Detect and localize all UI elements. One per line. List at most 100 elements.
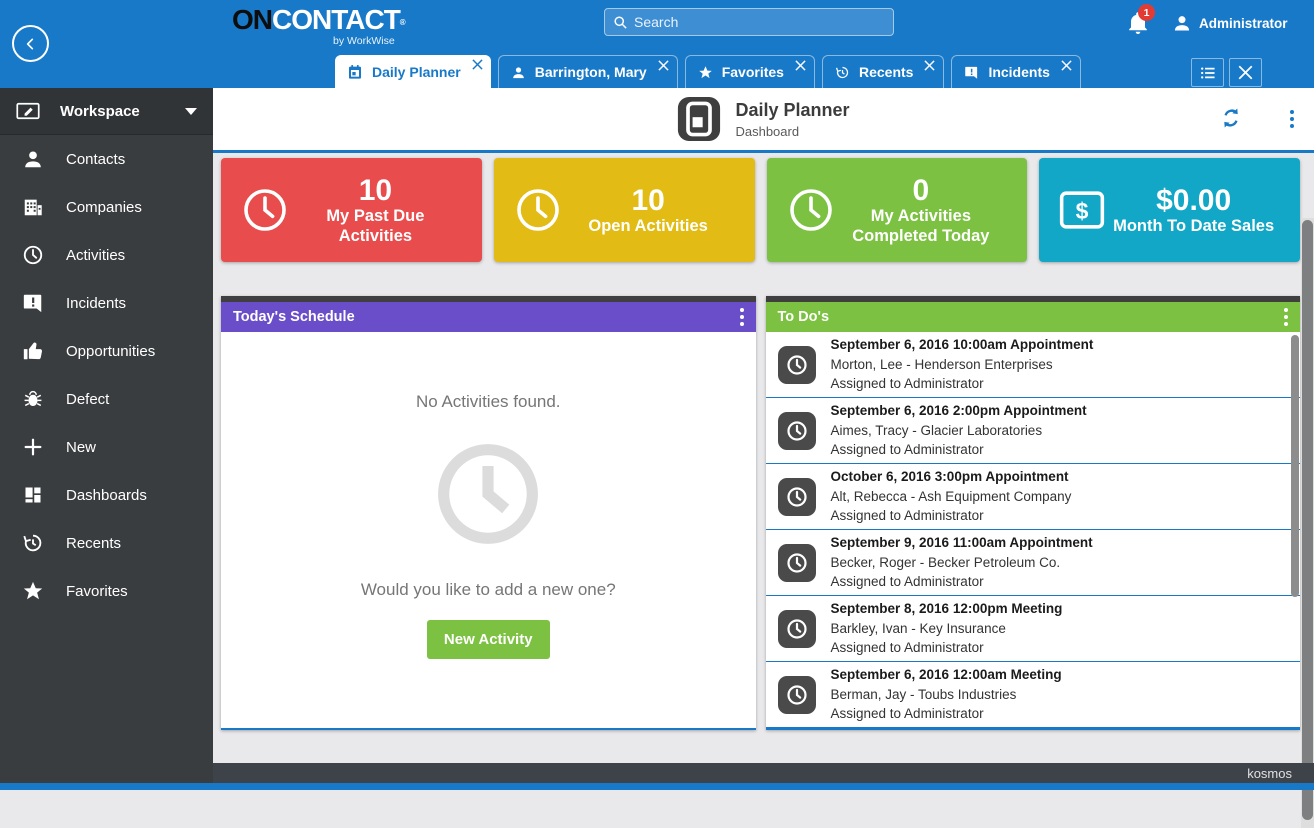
search-input[interactable] — [634, 14, 864, 30]
todo-assigned: Assigned to Administrator — [831, 374, 1094, 394]
sidebar-item-opportunities[interactable]: Opportunities — [0, 327, 213, 375]
daily-planner-icon — [677, 95, 721, 143]
close-tab-icon[interactable] — [472, 59, 483, 70]
stat-card-open-activities[interactable]: 10 Open Activities — [494, 158, 755, 262]
global-search[interactable] — [604, 8, 894, 36]
workspace-icon — [16, 102, 40, 120]
stat-value: 10 — [289, 174, 462, 207]
brand-label: kosmos — [1247, 766, 1292, 781]
logo-text-secondary: CONTACT — [272, 4, 400, 35]
sidebar-item-companies[interactable]: Companies — [0, 183, 213, 231]
star-icon — [698, 65, 713, 80]
close-tab-icon[interactable] — [795, 60, 806, 71]
todo-item[interactable]: October 6, 2016 3:00pm Appointment Alt, … — [766, 464, 1301, 530]
user-menu[interactable]: Administrator — [1172, 13, 1288, 33]
todo-assigned: Assigned to Administrator — [831, 572, 1093, 592]
stat-label: Open Activities — [562, 217, 735, 237]
refresh-button[interactable] — [1218, 105, 1244, 131]
tab-label: Incidents — [988, 64, 1049, 80]
stat-card-month-sales[interactable]: $ $0.00 Month To Date Sales — [1039, 158, 1300, 262]
content-scrollbar-track[interactable] — [1301, 218, 1314, 828]
prompt-message: Would you like to add a new one? — [221, 580, 756, 600]
sidebar-item-defect[interactable]: Defect — [0, 375, 213, 423]
sidebar-item-activities[interactable]: Activities — [0, 231, 213, 279]
notifications-button[interactable]: 1 — [1126, 11, 1152, 37]
todo-title: September 6, 2016 10:00am Appointment — [831, 335, 1094, 355]
content-scrollbar-thumb[interactable] — [1302, 220, 1313, 820]
stat-card-completed-today[interactable]: 0 My Activities Completed Today — [767, 158, 1028, 262]
todo-item[interactable]: September 8, 2016 12:00pm Meeting Barkle… — [766, 596, 1301, 662]
tab-incidents[interactable]: Incidents — [951, 55, 1080, 88]
sidebar-item-new[interactable]: New — [0, 423, 213, 471]
new-activity-button[interactable]: New Activity — [427, 620, 550, 659]
history-icon — [835, 65, 850, 80]
close-tab-icon[interactable] — [658, 60, 669, 71]
refresh-icon — [1218, 105, 1244, 131]
todos-header: To Do's — [766, 302, 1301, 332]
sidebar-item-incidents[interactable]: Incidents — [0, 279, 213, 327]
sidebar-item-recents[interactable]: Recents — [0, 519, 213, 567]
sidebar-item-label: Companies — [66, 199, 142, 216]
tab-daily-planner[interactable]: Daily Planner — [335, 55, 491, 88]
sidebar-item-label: Opportunities — [66, 343, 155, 360]
logo-tagline: by WorkWise — [232, 36, 405, 47]
panel-title: Today's Schedule — [233, 309, 355, 325]
building-icon — [20, 196, 46, 218]
tab-recents[interactable]: Recents — [822, 55, 944, 88]
person-icon — [20, 148, 46, 170]
page-menu-button[interactable] — [1290, 110, 1294, 128]
sidebar-item-label: Favorites — [66, 583, 128, 600]
todo-title: September 6, 2016 2:00pm Appointment — [831, 401, 1087, 421]
top-header: ONCONTACT® by WorkWise 1 Administrator D… — [0, 0, 1314, 88]
tab-label: Barrington, Mary — [535, 64, 647, 80]
logo-registered-mark: ® — [400, 18, 405, 27]
sidebar-item-workspace[interactable]: Workspace — [0, 88, 213, 135]
todo-assigned: Assigned to Administrator — [831, 440, 1087, 460]
close-icon — [1238, 65, 1253, 80]
main-area: Daily Planner Dashboard 10 My Past Due A… — [213, 88, 1314, 783]
dashboard-content: 10 My Past Due Activities 10 Open Activi… — [213, 153, 1314, 763]
user-name: Administrator — [1199, 16, 1288, 31]
tab-list-button[interactable] — [1191, 58, 1224, 87]
todo-title: September 8, 2016 12:00pm Meeting — [831, 599, 1063, 619]
todo-subtitle: Morton, Lee - Henderson Enterprises — [831, 355, 1094, 375]
sidebar-item-favorites[interactable]: Favorites — [0, 567, 213, 615]
clock-icon — [514, 186, 562, 234]
panel-menu-button[interactable] — [1284, 308, 1288, 326]
dashboard-icon — [20, 485, 46, 505]
tab-barrington-mary[interactable]: Barrington, Mary — [498, 55, 678, 88]
todo-subtitle: Berman, Jay - Toubs Industries — [831, 685, 1062, 705]
todo-item[interactable]: September 6, 2016 12:00am Meeting Berman… — [766, 662, 1301, 728]
stat-card-past-due[interactable]: 10 My Past Due Activities — [221, 158, 482, 262]
list-view-icon — [1199, 65, 1217, 81]
star-icon — [20, 580, 46, 602]
todo-assigned: Assigned to Administrator — [831, 506, 1072, 526]
stat-label: My Activities Completed Today — [835, 207, 1008, 247]
clock-icon — [787, 186, 835, 234]
sidebar-item-contacts[interactable]: Contacts — [0, 135, 213, 183]
todo-title: October 6, 2016 3:00pm Appointment — [831, 467, 1072, 487]
todo-assigned: Assigned to Administrator — [831, 638, 1063, 658]
logo-text-primary: ON — [232, 4, 272, 35]
stat-label: My Past Due Activities — [289, 207, 462, 247]
tab-favorites[interactable]: Favorites — [685, 55, 815, 88]
todo-item[interactable]: September 6, 2016 2:00pm Appointment Aim… — [766, 398, 1301, 464]
page-title: Daily Planner — [735, 100, 849, 121]
sidebar-item-label: Activities — [66, 247, 125, 264]
panel-menu-button[interactable] — [740, 308, 744, 326]
todo-subtitle: Becker, Roger - Becker Petroleum Co. — [831, 553, 1093, 573]
todo-item[interactable]: September 9, 2016 11:00am Appointment Be… — [766, 530, 1301, 596]
sidebar-item-label: Workspace — [60, 103, 140, 120]
app-logo: ONCONTACT® by WorkWise — [232, 6, 405, 47]
todo-item[interactable]: September 6, 2016 10:00am Appointment Mo… — [766, 332, 1301, 398]
back-button[interactable] — [12, 25, 49, 62]
close-tab-icon[interactable] — [924, 60, 935, 71]
close-all-tabs-button[interactable] — [1229, 58, 1262, 87]
calendar-icon — [347, 64, 363, 80]
todos-scrollbar[interactable] — [1291, 335, 1299, 597]
close-tab-icon[interactable] — [1061, 60, 1072, 71]
todos-list: September 6, 2016 10:00am Appointment Mo… — [766, 332, 1301, 730]
dollar-icon: $ — [1059, 190, 1107, 230]
sidebar-item-dashboards[interactable]: Dashboards — [0, 471, 213, 519]
clock-icon — [241, 186, 289, 234]
